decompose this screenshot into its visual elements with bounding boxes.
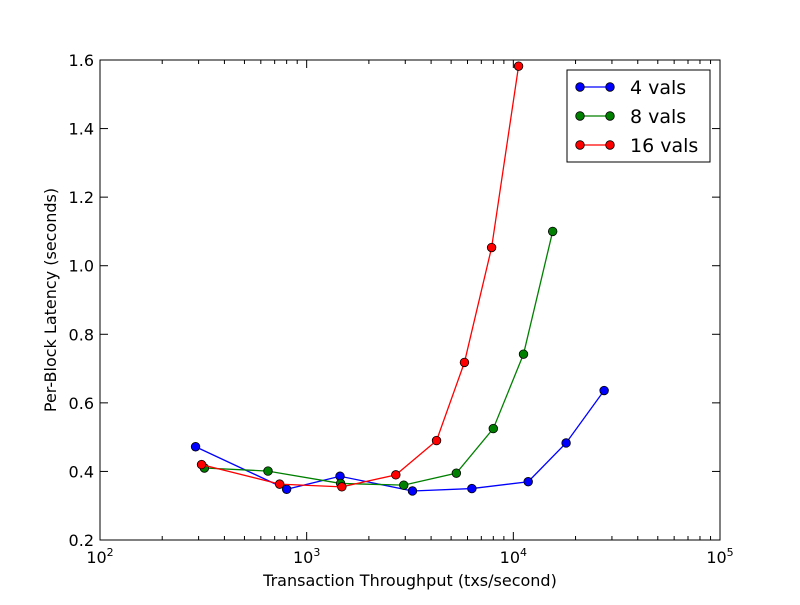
data-point-4-vals xyxy=(190,442,201,452)
data-point-4-vals xyxy=(523,477,533,487)
legend-marker xyxy=(575,111,585,121)
y-tick-label: 1.0 xyxy=(69,257,94,276)
legend-marker xyxy=(575,140,585,150)
x-tick-label: 102 xyxy=(86,546,113,567)
y-tick-label: 0.2 xyxy=(69,531,94,550)
data-point-16-vals xyxy=(196,459,207,470)
x-tick-label: 103 xyxy=(293,546,320,567)
data-point-16-vals xyxy=(486,242,497,253)
legend: 4 vals 8 vals 16 vals xyxy=(566,69,711,163)
y-tick-label: 0.4 xyxy=(69,462,94,481)
data-point-16-vals xyxy=(274,479,285,489)
data-point-4-vals xyxy=(561,438,571,448)
legend-label: 4 vals xyxy=(630,77,686,99)
data-point-16-vals xyxy=(459,357,470,368)
legend-label: 8 vals xyxy=(630,106,686,128)
plot-frame xyxy=(99,59,721,541)
data-point-8-vals xyxy=(488,423,499,434)
legend-marker xyxy=(575,82,585,92)
legend-marker xyxy=(605,82,615,92)
ticks-layer: 102 103 104 105 0.2 0.4 0.6 0.8 1.0 1.2 1.4 1.6 xyxy=(69,51,734,567)
y-tick-label: 1.4 xyxy=(69,120,94,139)
legend-item-8-vals: 8 vals xyxy=(575,106,686,128)
legend-marker xyxy=(605,111,615,121)
data-point-8-vals xyxy=(263,466,273,476)
series-layer xyxy=(190,61,609,496)
data-point-8-vals xyxy=(518,349,529,359)
data-point-16-vals xyxy=(431,435,442,446)
x-axis-label: Transaction Throughput (txs/second) xyxy=(262,571,557,590)
data-point-8-vals xyxy=(399,480,409,490)
series-16-vals xyxy=(196,61,524,492)
x-tick-label: 104 xyxy=(500,546,527,567)
data-point-4-vals xyxy=(467,483,477,494)
y-tick-label: 1.6 xyxy=(69,51,94,70)
data-point-16-vals xyxy=(337,482,347,492)
y-tick-label: 0.8 xyxy=(69,325,94,344)
data-point-16-vals xyxy=(391,470,401,480)
legend-item-16-vals: 16 vals xyxy=(575,135,698,157)
y-tick-label: 0.6 xyxy=(69,394,94,413)
legend-item-4-vals: 4 vals xyxy=(575,77,686,99)
x-tick-label: 105 xyxy=(706,546,733,567)
series-line-4-vals xyxy=(195,390,605,492)
data-point-8-vals xyxy=(451,468,462,478)
legend-label: 16 vals xyxy=(630,135,698,157)
series-line-16-vals xyxy=(201,66,520,488)
series-line-8-vals xyxy=(204,231,554,486)
data-point-16-vals xyxy=(513,61,524,71)
data-point-8-vals xyxy=(547,226,558,237)
series-4-vals xyxy=(190,385,609,496)
legend-marker xyxy=(605,140,615,150)
y-axis-label: Per-Block Latency (seconds) xyxy=(41,188,60,412)
data-point-4-vals xyxy=(599,385,609,396)
y-tick-label: 1.2 xyxy=(69,188,94,207)
data-point-4-vals xyxy=(407,486,418,496)
